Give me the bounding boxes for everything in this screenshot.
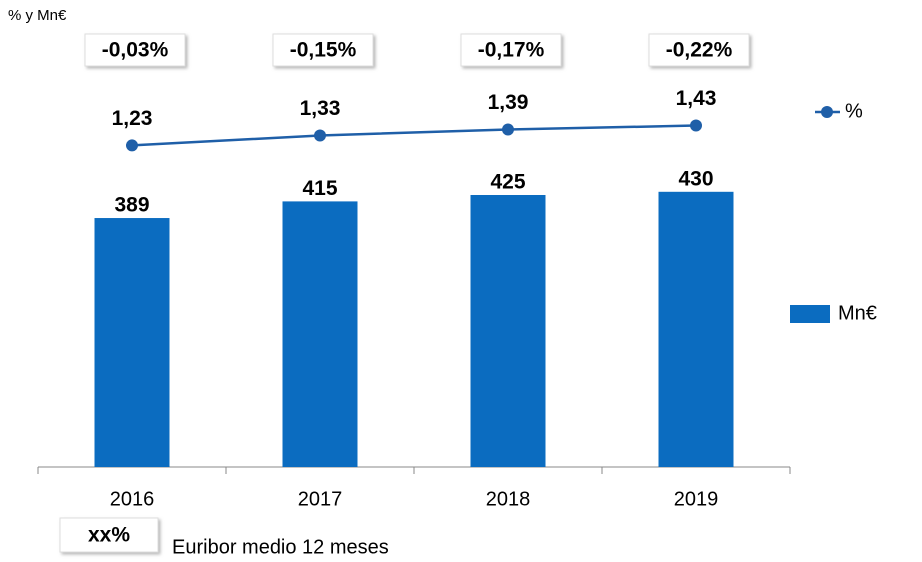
x-tick-label: 2018 (486, 488, 531, 510)
annotation-legend-label: xx% (88, 524, 130, 547)
legend-label: Mn€ (838, 302, 877, 324)
line-label: 1,23 (112, 107, 153, 130)
axis-label: % y Mn€ (8, 7, 67, 24)
bar (94, 218, 170, 467)
bar-label: 425 (490, 171, 525, 194)
bar (470, 195, 546, 467)
bar (658, 191, 734, 468)
line-point (314, 129, 326, 142)
line-label: 1,43 (676, 87, 717, 110)
line-label: 1,39 (488, 91, 529, 114)
annotation-box (460, 33, 562, 67)
annotation-box (84, 33, 186, 67)
annotation: -0,22% (666, 39, 733, 62)
bar-label: 389 (114, 194, 149, 217)
line-point (690, 119, 702, 132)
bar-label: 430 (678, 167, 713, 190)
line (131, 124, 697, 147)
annotation: -0,15% (290, 39, 357, 62)
annotation-legend-text: Euribor medio 12 meses (172, 536, 389, 558)
annotation-box (272, 33, 374, 67)
annotation-legend-box (59, 517, 159, 553)
bar (282, 201, 358, 467)
line-point (126, 139, 138, 152)
x-tick-label: 2016 (110, 488, 155, 510)
line-point (502, 123, 514, 136)
x-tick-label: 2017 (298, 488, 343, 510)
annotation-box (648, 33, 750, 67)
legend-label: % (845, 100, 863, 122)
line-label: 1,33 (300, 97, 341, 120)
bar-label: 415 (302, 177, 337, 200)
legend-swatch (790, 305, 830, 323)
annotation: -0,17% (478, 39, 545, 62)
x-tick-label: 2019 (674, 488, 719, 510)
legend-marker (821, 106, 833, 118)
annotation: -0,03% (102, 39, 169, 62)
